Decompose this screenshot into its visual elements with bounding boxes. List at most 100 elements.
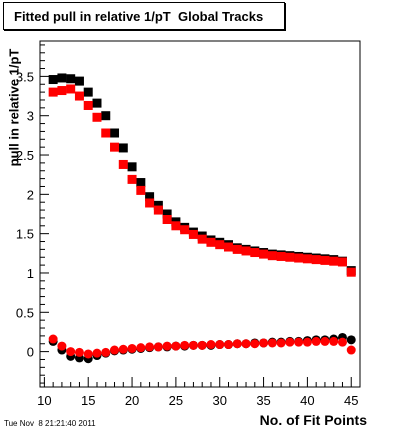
circle-marker [346,345,356,355]
square-marker [92,112,102,122]
timestamp: Tue Nov 8 21:21:40 2011 [4,419,96,428]
square-marker [320,255,330,265]
circle-marker [329,336,339,346]
square-marker [188,229,198,239]
circle-marker [320,336,330,346]
circle-marker [311,336,321,346]
square-marker [171,221,181,231]
circle-marker [206,340,216,350]
square-marker [136,178,146,188]
square-marker [118,159,128,169]
circle-marker [337,337,347,347]
square-marker [74,91,84,101]
y-axis-label-wrapper: pull in relative 1/pT [4,45,24,170]
y-tick-label: 0.5 [16,305,34,320]
square-marker [74,76,84,86]
x-tick-label: 35 [256,393,270,408]
square-marker [66,84,76,94]
x-tick-label: 10 [37,393,51,408]
square-marker [153,205,163,215]
square-marker [267,251,277,261]
circle-marker [101,347,111,357]
circle-marker [48,334,58,344]
square-marker [206,237,216,247]
x-tick-label: 30 [212,393,226,408]
circle-marker [127,343,137,353]
circle-marker [241,339,251,349]
square-marker [83,87,93,97]
circle-marker [162,341,172,351]
square-marker [232,244,242,254]
circle-marker [302,337,312,347]
circle-marker [276,338,286,348]
square-marker [294,253,304,263]
square-marker [241,246,251,256]
x-tick-label: 20 [125,393,139,408]
square-marker [110,142,120,152]
y-tick-label: 2 [27,187,34,202]
square-marker [162,209,172,219]
y-tick-label: 3 [27,109,34,124]
square-marker [57,73,67,83]
circle-marker [267,338,277,348]
square-marker [153,200,163,210]
square-marker [66,74,76,84]
square-marker [311,255,321,265]
circle-marker [215,340,225,350]
chart-title: Fitted pull in relative 1/pT Global Trac… [3,2,285,30]
x-tick-label: 25 [169,393,183,408]
square-marker [48,87,58,97]
square-marker [127,162,137,172]
circle-marker [346,335,356,345]
square-marker [110,128,120,138]
circle-marker [250,339,260,349]
x-tick-label: 45 [344,393,358,408]
square-marker [180,225,190,235]
plot-frame [39,40,361,388]
y-tick-label: 1.5 [16,227,34,242]
square-marker [145,198,155,208]
square-marker [346,267,356,277]
circle-marker [74,347,84,357]
square-marker [259,249,269,259]
circle-marker [66,347,76,357]
series-2 [48,84,356,277]
x-axis-label: No. of Fit Points [259,412,367,428]
square-marker [285,252,295,262]
y-axis-label: pull in relative 1/pT [6,48,22,167]
circle-marker [145,342,155,352]
circle-marker [92,348,102,358]
square-marker [48,75,58,85]
square-marker [329,256,339,266]
y-tick-label: 3.5 [16,69,34,84]
square-marker [302,254,312,264]
square-marker [145,192,155,202]
circle-marker [285,337,295,347]
square-marker [197,234,207,244]
circle-marker [83,349,93,359]
square-marker [276,251,286,261]
square-marker [57,86,67,96]
circle-marker [223,340,233,350]
circle-marker [118,344,128,354]
square-marker [136,185,146,195]
circle-marker [136,343,146,353]
circle-marker [197,340,207,350]
square-marker [101,128,111,138]
x-tick-label: 15 [81,393,95,408]
square-marker [250,248,260,258]
square-marker [223,242,233,252]
series-4 [48,334,356,359]
x-tick-label: 40 [300,393,314,408]
y-tick-label: 2.5 [16,148,34,163]
circle-marker [153,342,163,352]
circle-marker [57,341,67,351]
square-marker [92,98,102,108]
square-marker [127,174,137,184]
series-1 [48,73,356,276]
circle-marker [188,340,198,350]
circle-marker [110,345,120,355]
marks-layer [48,73,356,364]
square-marker [337,257,347,267]
